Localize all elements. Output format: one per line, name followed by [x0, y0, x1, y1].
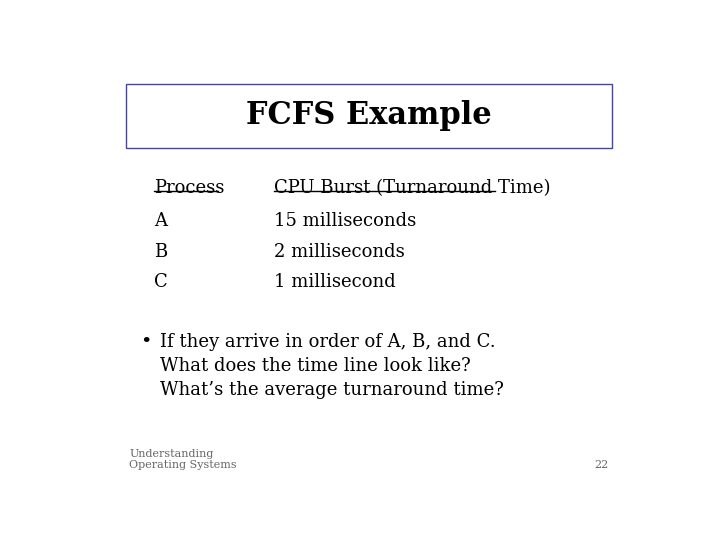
Text: 15 milliseconds: 15 milliseconds [274, 212, 416, 231]
Text: Understanding
Operating Systems: Understanding Operating Systems [129, 449, 237, 470]
Text: FCFS Example: FCFS Example [246, 100, 492, 131]
Text: If they arrive in order of A, B, and C.: If they arrive in order of A, B, and C. [160, 333, 495, 351]
FancyBboxPatch shape [126, 84, 612, 148]
Text: CPU Burst (Turnaround Time): CPU Burst (Turnaround Time) [274, 179, 551, 197]
Text: What does the time line look like?: What does the time line look like? [160, 357, 470, 375]
Text: 22: 22 [595, 460, 609, 470]
Text: Process: Process [154, 179, 225, 197]
Text: C: C [154, 273, 168, 291]
Text: B: B [154, 243, 168, 261]
Text: •: • [140, 333, 152, 351]
Text: 1 millisecond: 1 millisecond [274, 273, 396, 291]
Text: 2 milliseconds: 2 milliseconds [274, 243, 405, 261]
Text: What’s the average turnaround time?: What’s the average turnaround time? [160, 381, 503, 399]
Text: A: A [154, 212, 167, 231]
